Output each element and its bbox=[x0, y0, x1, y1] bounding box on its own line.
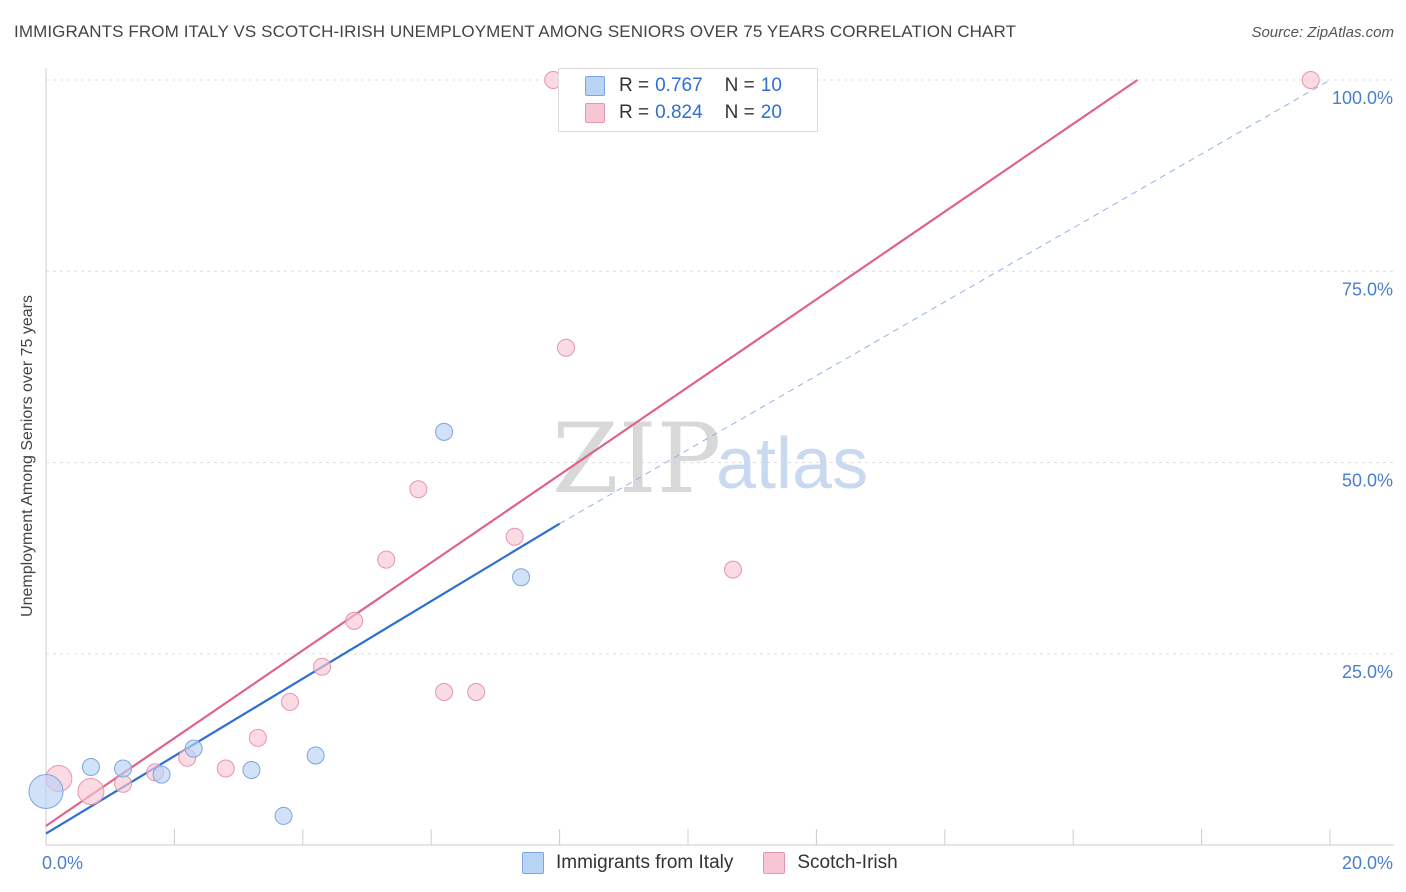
x-tick-label: 20.0% bbox=[1342, 853, 1393, 873]
tick-labels: 25.0% 50.0% 75.0% 100.0% 0.0% 20.0% bbox=[42, 88, 1393, 873]
legend-swatch-italy bbox=[585, 76, 605, 96]
point-italy bbox=[114, 759, 133, 778]
point-scotch-irish bbox=[467, 683, 486, 701]
point-scotch-irish bbox=[280, 692, 299, 711]
legend-item-scotch: Scotch-Irish bbox=[763, 852, 898, 874]
watermark: ZIP atlas bbox=[552, 403, 868, 515]
y-tick-label: 25.0% bbox=[1342, 662, 1393, 682]
point-scotch-irish bbox=[377, 550, 396, 569]
trend-line-italy-extension bbox=[559, 79, 1331, 525]
y-tick-label: 100.0% bbox=[1332, 88, 1393, 108]
legend-n-label: N = bbox=[724, 75, 755, 96]
point-italy bbox=[28, 773, 64, 809]
legend-n-value-scotch: 20 bbox=[760, 102, 782, 123]
legend-label-scotch: Scotch-Irish bbox=[797, 852, 898, 873]
chart-title: IMMIGRANTS FROM ITALY VS SCOTCH-IRISH UN… bbox=[14, 22, 1017, 41]
point-italy bbox=[274, 806, 293, 825]
legend-label-italy: Immigrants from Italy bbox=[556, 852, 734, 873]
source-credit: Source: ZipAtlas.com bbox=[1251, 24, 1394, 41]
point-scotch-irish bbox=[409, 480, 428, 499]
data-points bbox=[28, 71, 1320, 825]
point-italy bbox=[184, 739, 203, 758]
legend-swatch-scotch bbox=[763, 852, 786, 874]
point-scotch-irish bbox=[313, 657, 332, 676]
point-scotch-irish bbox=[216, 759, 235, 778]
legend-swatch-italy bbox=[522, 852, 544, 874]
y-tick-label: 75.0% bbox=[1342, 279, 1393, 299]
watermark-zip: ZIP bbox=[552, 403, 721, 515]
legend-row-scotch: R = 0.824 N = 20 bbox=[585, 101, 782, 125]
point-scotch-irish bbox=[723, 560, 742, 579]
legend-r-value-italy: 0.767 bbox=[655, 75, 703, 96]
legend-item-italy: Immigrants from Italy bbox=[522, 852, 733, 874]
legend-r-label: R = bbox=[619, 75, 650, 96]
point-scotch-irish bbox=[557, 338, 576, 357]
correlation-legend: R = 0.767 N = 10 R = 0.824 N = 20 bbox=[558, 68, 818, 132]
legend-n-value-italy: 10 bbox=[760, 75, 782, 96]
point-scotch-irish bbox=[248, 728, 267, 747]
legend-row-italy: R = 0.767 N = 10 bbox=[585, 74, 782, 98]
point-italy bbox=[306, 746, 325, 765]
point-scotch-irish bbox=[77, 777, 105, 805]
legend-r-label: R = bbox=[619, 102, 650, 123]
legend-n-label: N = bbox=[724, 102, 755, 123]
series-legend: Immigrants from Italy Scotch-Irish bbox=[522, 852, 928, 874]
point-scotch-irish bbox=[505, 527, 524, 546]
point-italy bbox=[512, 568, 531, 587]
trend-line-scotch bbox=[45, 79, 1139, 827]
y-tick-label: 50.0% bbox=[1342, 471, 1393, 491]
legend-r-value-scotch: 0.824 bbox=[655, 102, 703, 123]
watermark-atlas: atlas bbox=[716, 424, 868, 504]
point-italy bbox=[152, 765, 171, 784]
point-italy bbox=[435, 422, 454, 441]
legend-swatch-scotch bbox=[585, 103, 605, 123]
point-scotch-irish bbox=[435, 683, 454, 701]
x-tick-label: 0.0% bbox=[42, 853, 83, 873]
point-scotch-irish bbox=[1301, 71, 1320, 89]
point-scotch-irish bbox=[114, 774, 133, 793]
point-italy bbox=[81, 757, 100, 776]
point-scotch-irish bbox=[345, 611, 364, 630]
point-italy bbox=[242, 761, 261, 780]
